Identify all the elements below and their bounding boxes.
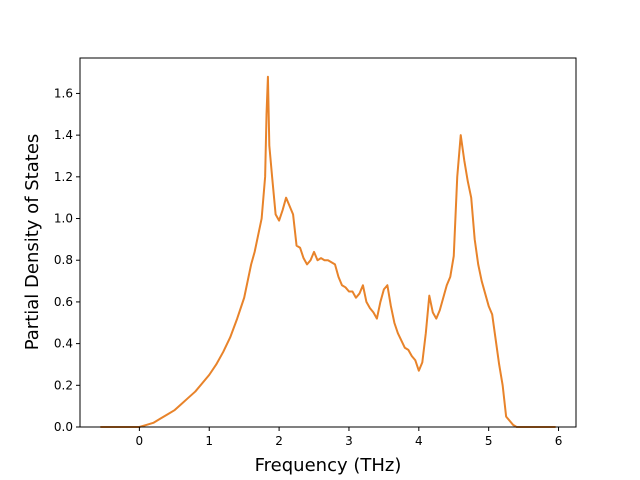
y-tick-label: 1.6	[54, 86, 73, 100]
y-tick-label: 1.2	[54, 170, 73, 184]
x-tick-label: 5	[485, 434, 493, 448]
y-tick-label: 0.2	[54, 378, 73, 392]
x-tick-label: 0	[136, 434, 144, 448]
plot-frame	[79, 57, 577, 428]
x-tick-label: 6	[555, 434, 563, 448]
x-axis-label: Frequency (THz)	[255, 455, 402, 476]
y-tick-label: 1.0	[54, 212, 73, 226]
y-tick-label: 0.0	[54, 420, 73, 434]
x-axis-ticks: 0 1 2 3 4 5 6	[136, 427, 563, 448]
plot-area	[80, 58, 576, 427]
y-tick-label: 0.8	[54, 253, 73, 267]
y-tick-label: 1.4	[54, 128, 73, 142]
x-tick-label: 1	[205, 434, 213, 448]
x-tick-label: 4	[415, 434, 423, 448]
y-axis-ticks: 0.0 0.2 0.4 0.6 0.8 1.0 1.2 1.4 1.6	[54, 86, 80, 434]
y-tick-label: 0.6	[54, 295, 73, 309]
y-tick-label: 0.4	[54, 337, 73, 351]
x-tick-label: 2	[275, 434, 283, 448]
series-line	[99, 75, 557, 428]
y-axis-label: Partial Density of States	[22, 134, 43, 351]
x-tick-label: 3	[345, 434, 353, 448]
